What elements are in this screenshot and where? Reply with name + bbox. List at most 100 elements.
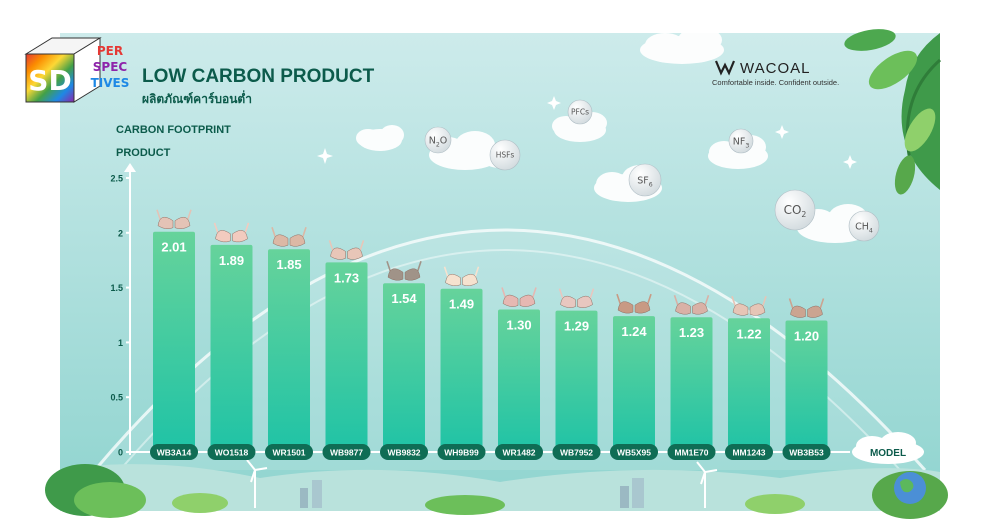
category-pill [782, 444, 831, 460]
bra-icon [731, 296, 767, 316]
y-axis-arrow-icon [124, 163, 136, 172]
bar [785, 320, 828, 452]
category-pill [725, 444, 773, 460]
sd-perspectives-logo: SD PER SPEC TIVES [24, 37, 130, 103]
bra-icon [271, 226, 307, 247]
logo-line-2: SPEC [93, 60, 128, 74]
bra-icon [616, 293, 652, 314]
gas-formula: HSFs [496, 151, 515, 160]
bra-icon [788, 298, 825, 318]
bra-icon [443, 266, 480, 287]
bar [210, 244, 253, 452]
bar-value-label: 1.54 [391, 291, 417, 306]
cloud-icon [640, 27, 724, 64]
category-label: WR1482 [502, 448, 535, 458]
gas-formula: CH4 [855, 221, 873, 234]
page-title: LOW CARBON PRODUCT [142, 66, 375, 87]
brand-tagline: Comfortable inside. Confident outside. [712, 78, 839, 87]
bar-group: 1.22 MM1243 [725, 296, 773, 460]
y-tick-label: 1 [118, 338, 123, 348]
bar-group: 1.20 WB3B53 [782, 298, 831, 460]
bar-value-label: 1.24 [621, 324, 647, 339]
bar [383, 283, 425, 452]
bra-icon [156, 209, 192, 230]
bar-value-label: 1.73 [334, 270, 359, 285]
category-label: WB5X95 [617, 448, 651, 458]
bar-group: 1.89 WO1518 [207, 222, 256, 460]
brand-name: WACOAL [740, 60, 810, 77]
bra-icon [558, 288, 595, 308]
category-label: WH9B99 [444, 448, 479, 458]
bar [728, 318, 770, 452]
gas-formula: N2O [429, 135, 448, 148]
bar-group: 1.85 WR1501 [265, 226, 313, 460]
y-tick-label: 2.5 [110, 174, 123, 184]
category-pill [265, 444, 313, 460]
bar-value-label: 1.49 [449, 297, 474, 312]
logo-line-3: TIVES [91, 76, 130, 90]
y-tick-label: 0 [118, 448, 123, 458]
leaves-decoration [844, 29, 941, 195]
bra-icon [386, 260, 422, 281]
bar-value-label: 1.29 [564, 319, 589, 334]
category-label: MM1243 [732, 448, 765, 458]
bar-group: 1.29 WB7952 [552, 288, 601, 460]
bar [670, 317, 713, 452]
wacoal-logo: WACOAL Comfortable inside. Confident out… [712, 60, 839, 87]
category-label: WR1501 [272, 448, 305, 458]
logo-line-1: PER [97, 44, 123, 58]
category-pill [667, 444, 716, 460]
logo-letters: SD [28, 64, 71, 97]
bar [268, 249, 310, 452]
bar [498, 309, 540, 452]
bar [153, 231, 195, 452]
bra-icon [328, 240, 365, 260]
bar [325, 262, 368, 452]
bar-group: 2.01 WB3A14 [150, 209, 198, 460]
category-label: WB3A14 [157, 448, 192, 458]
bar-value-label: 1.20 [794, 328, 819, 343]
bar-value-label: 2.01 [161, 240, 186, 255]
bar-value-label: 1.22 [736, 326, 761, 341]
category-pill [380, 444, 428, 460]
category-pill [495, 444, 543, 460]
bra-icon [501, 287, 537, 307]
bar [613, 316, 655, 452]
category-pill [150, 444, 198, 460]
page-subtitle: ผลิตภัณฑ์คาร์บอนต่ำ [142, 90, 252, 106]
category-label: WB9877 [330, 448, 363, 458]
category-label: WO1518 [215, 448, 249, 458]
gas-bubble: N2O [424, 126, 452, 154]
category-label: WB7952 [560, 448, 593, 458]
bar-group: 1.73 WB9877 [322, 240, 371, 460]
x-axis-label-cloud: MODEL [852, 432, 924, 464]
bar-group: 1.54 WB9832 [380, 260, 428, 460]
gas-formula: NF3 [733, 136, 750, 149]
y-tick-label: 2 [118, 228, 123, 238]
bar [440, 288, 483, 452]
gas-bubble: CO2 [774, 189, 816, 231]
category-pill [552, 444, 601, 460]
category-pill [322, 444, 371, 460]
bar-value-label: 1.85 [276, 257, 301, 272]
gas-formula: PFCs [571, 108, 589, 117]
gas-bubble: HSFs [489, 139, 521, 171]
sparkle-icon [317, 96, 857, 169]
gas-formula: SF6 [637, 175, 653, 188]
bar [555, 310, 598, 452]
y-axis-label-line-1: CARBON FOOTPRINT [116, 124, 231, 136]
category-label: WB9832 [387, 448, 420, 458]
category-label: MM1E70 [674, 448, 708, 458]
gas-formula: CO2 [784, 203, 807, 219]
bra-icon [673, 294, 710, 315]
wacoal-mark-icon [714, 60, 736, 76]
bra-icon [213, 222, 250, 243]
bar-group: 1.23 MM1E70 [667, 294, 716, 460]
gas-bubble: CH4 [848, 210, 880, 242]
category-pill [207, 444, 256, 460]
gas-bubble: PFCs [567, 99, 593, 125]
category-pill [437, 444, 486, 460]
gas-bubble: NF3 [728, 128, 754, 154]
